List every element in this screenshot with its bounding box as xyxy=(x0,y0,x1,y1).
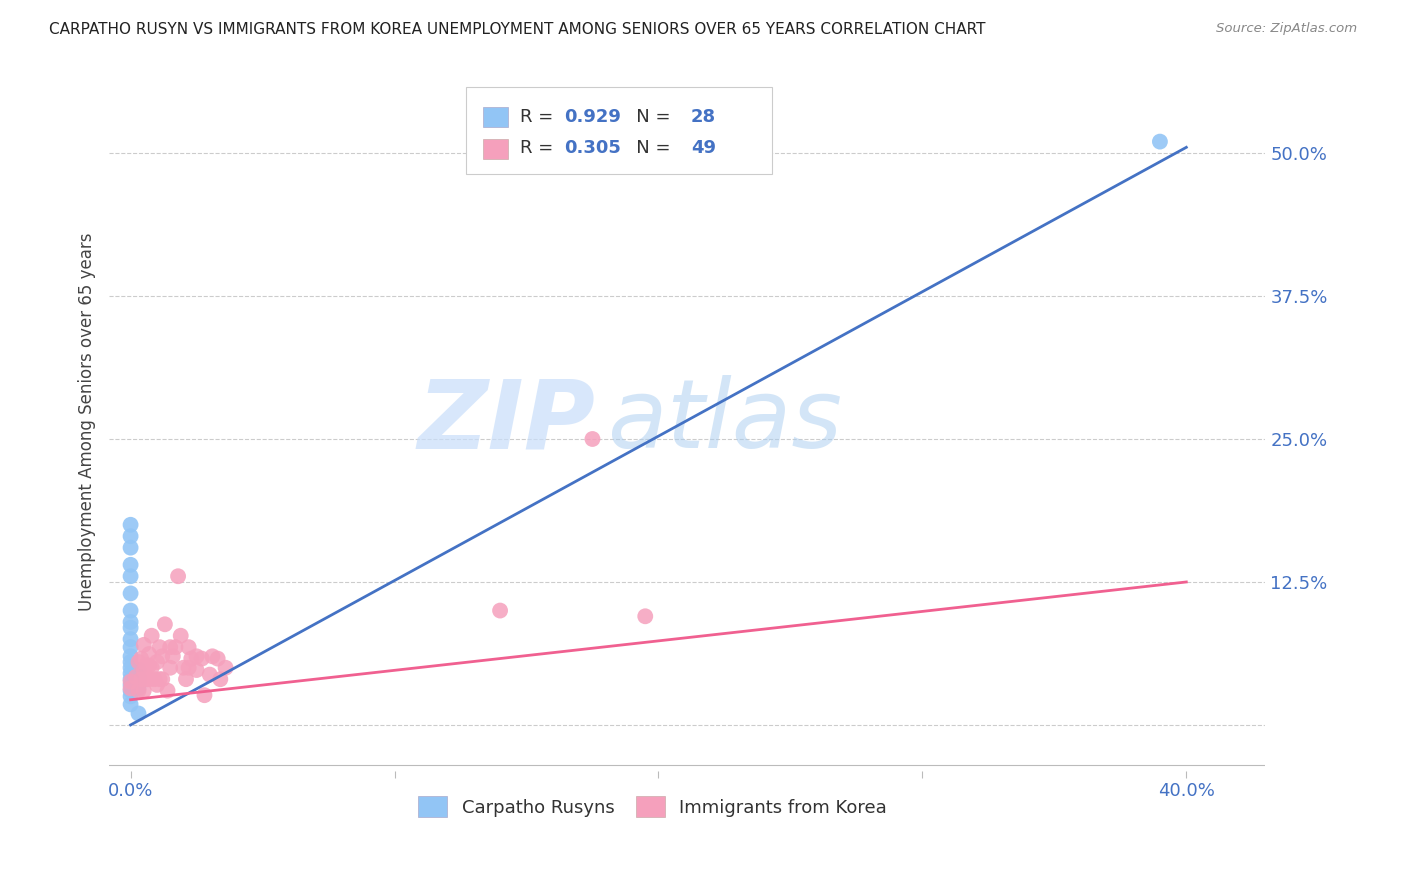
Text: ZIP: ZIP xyxy=(418,376,595,468)
Point xyxy=(120,517,142,532)
Text: 49: 49 xyxy=(690,138,716,157)
Point xyxy=(180,651,202,665)
Point xyxy=(150,649,173,664)
Point xyxy=(634,609,657,624)
Point xyxy=(132,638,155,652)
Point xyxy=(149,672,172,686)
Point xyxy=(120,603,142,617)
Point xyxy=(207,651,229,665)
FancyBboxPatch shape xyxy=(482,139,509,159)
Point xyxy=(198,667,221,681)
Point xyxy=(146,678,169,692)
Point xyxy=(138,658,160,673)
Point xyxy=(120,649,142,664)
Point xyxy=(120,666,142,681)
Point xyxy=(138,672,160,686)
Point xyxy=(120,661,142,675)
Point xyxy=(162,649,184,664)
Text: R =: R = xyxy=(520,138,558,157)
Point xyxy=(120,690,142,704)
Point xyxy=(150,672,173,686)
Point xyxy=(128,683,150,698)
Point xyxy=(120,683,142,698)
Point xyxy=(120,569,142,583)
Point xyxy=(156,683,179,698)
Text: N =: N = xyxy=(619,108,676,126)
Point xyxy=(201,649,224,664)
Legend: Carpatho Rusyns, Immigrants from Korea: Carpatho Rusyns, Immigrants from Korea xyxy=(411,789,894,824)
Point xyxy=(120,655,142,669)
Point xyxy=(120,615,142,629)
Point xyxy=(125,670,148,684)
Point xyxy=(141,661,163,675)
Point xyxy=(120,529,142,543)
Point xyxy=(120,681,142,696)
Point xyxy=(120,586,142,600)
Point xyxy=(132,683,155,698)
Point xyxy=(128,670,150,684)
Point xyxy=(128,706,150,721)
Point xyxy=(167,569,190,583)
Point xyxy=(191,651,214,665)
Point xyxy=(120,674,142,689)
Point xyxy=(135,658,157,673)
Text: 0.305: 0.305 xyxy=(564,138,620,157)
Point xyxy=(120,541,142,555)
Point xyxy=(120,678,142,692)
Text: 28: 28 xyxy=(690,108,716,126)
Point xyxy=(120,672,142,686)
Point xyxy=(165,640,187,655)
Point xyxy=(177,661,200,675)
Point xyxy=(129,651,152,665)
FancyBboxPatch shape xyxy=(465,87,772,174)
Text: N =: N = xyxy=(619,138,676,157)
Point xyxy=(581,432,603,446)
Point xyxy=(172,661,194,675)
Point xyxy=(128,663,150,677)
Point xyxy=(159,640,181,655)
Point xyxy=(186,663,208,677)
Point xyxy=(120,621,142,635)
Text: atlas: atlas xyxy=(606,376,842,468)
FancyBboxPatch shape xyxy=(482,107,509,127)
Point xyxy=(128,674,150,689)
Point xyxy=(149,640,172,655)
Point xyxy=(129,672,152,686)
Point xyxy=(489,603,512,617)
Point xyxy=(128,681,150,696)
Point xyxy=(170,629,193,643)
Point xyxy=(125,672,148,686)
Point xyxy=(120,632,142,647)
Point xyxy=(143,672,166,686)
Text: 0.929: 0.929 xyxy=(564,108,620,126)
Text: R =: R = xyxy=(520,108,558,126)
Point xyxy=(135,672,157,686)
Point xyxy=(177,640,200,655)
Point xyxy=(128,655,150,669)
Point xyxy=(125,678,148,692)
Text: CARPATHO RUSYN VS IMMIGRANTS FROM KOREA UNEMPLOYMENT AMONG SENIORS OVER 65 YEARS: CARPATHO RUSYN VS IMMIGRANTS FROM KOREA … xyxy=(49,22,986,37)
Point xyxy=(193,688,215,702)
Point xyxy=(1149,135,1171,149)
Point xyxy=(120,640,142,655)
Point xyxy=(214,661,236,675)
Point xyxy=(120,698,142,712)
Text: Source: ZipAtlas.com: Source: ZipAtlas.com xyxy=(1216,22,1357,36)
Point xyxy=(174,672,197,686)
Point xyxy=(209,672,232,686)
Point xyxy=(132,663,155,677)
Point xyxy=(138,647,160,661)
Point xyxy=(120,558,142,572)
Point xyxy=(153,617,176,632)
Y-axis label: Unemployment Among Seniors over 65 years: Unemployment Among Seniors over 65 years xyxy=(79,233,96,611)
Point xyxy=(141,629,163,643)
Point xyxy=(146,655,169,669)
Point xyxy=(186,649,208,664)
Point xyxy=(159,661,181,675)
